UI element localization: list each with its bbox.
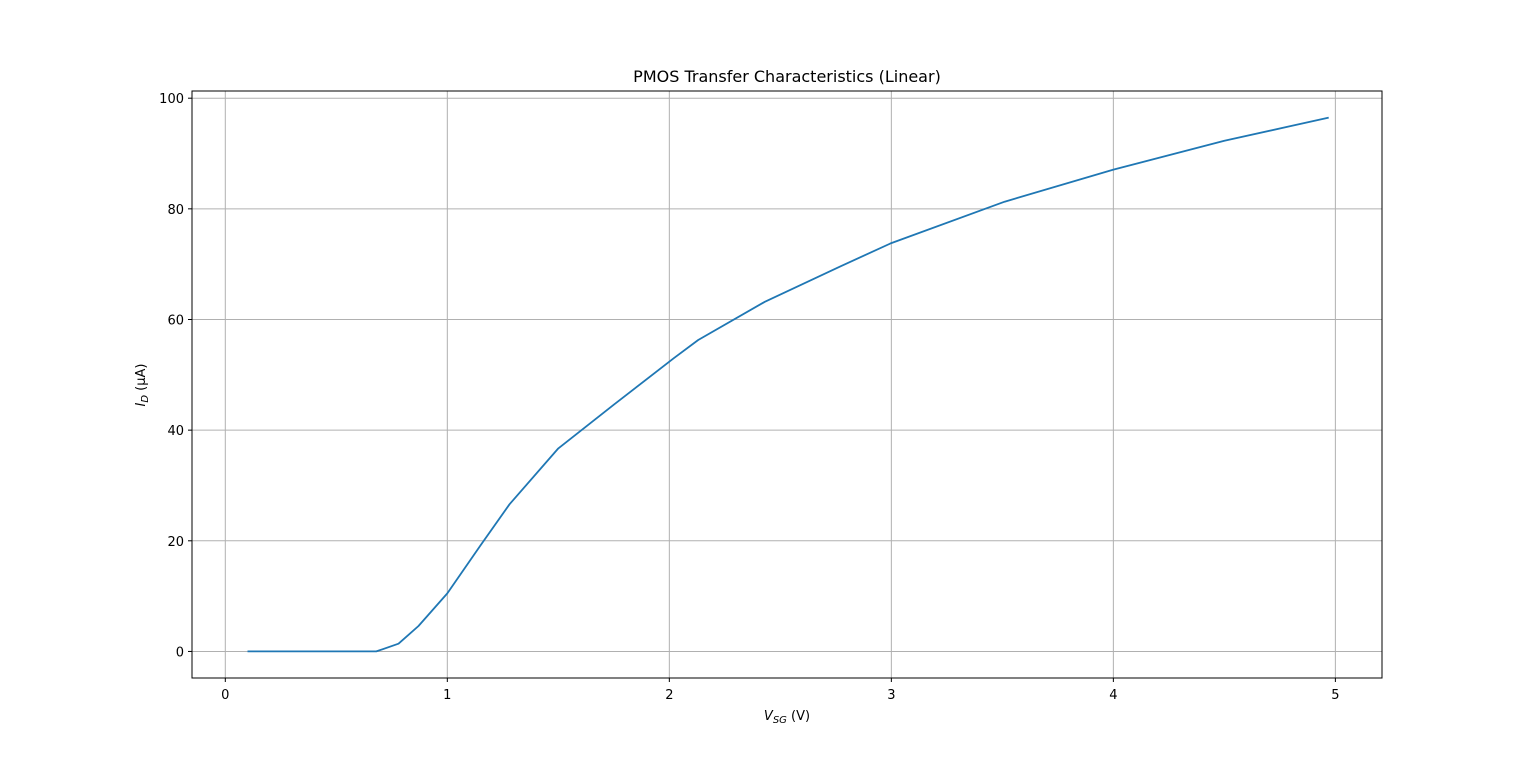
x-tick-label: 1 (443, 688, 451, 703)
x-axis-label-unit: (V) (787, 709, 810, 724)
chart-title: PMOS Transfer Characteristics (Linear) (633, 67, 941, 86)
y-tick-label: 80 (167, 203, 184, 218)
x-tick-label: 0 (221, 688, 229, 703)
y-axis-label-subscript: D (140, 395, 151, 403)
x-axis-label: VSG (V) (764, 709, 810, 726)
plot-frame (191, 90, 1383, 679)
x-tick-label: 5 (1331, 688, 1339, 703)
y-tick-label: 0 (176, 645, 184, 660)
x-tick-label: 2 (665, 688, 673, 703)
x-axis-label-symbol: V (764, 709, 774, 724)
x-axis-label-subscript: SG (773, 715, 787, 726)
y-axis-label: ID (μA) (134, 364, 151, 407)
y-tick-label: 60 (167, 313, 184, 328)
x-axis-ticks: 0 1 2 3 4 5 (221, 678, 1340, 703)
x-tick-label: 3 (887, 688, 895, 703)
grid (192, 91, 1382, 678)
y-axis-ticks: 0 20 40 60 80 100 (159, 92, 192, 660)
x-tick-label: 4 (1109, 688, 1117, 703)
y-tick-label: 20 (167, 535, 184, 550)
y-tick-label: 100 (159, 92, 184, 107)
series-line (247, 116, 1329, 653)
y-axis-label-symbol: I (134, 403, 149, 407)
line-layer (247, 116, 1329, 653)
y-axis-label-unit: (μA) (134, 364, 149, 395)
y-tick-label: 40 (167, 424, 184, 439)
